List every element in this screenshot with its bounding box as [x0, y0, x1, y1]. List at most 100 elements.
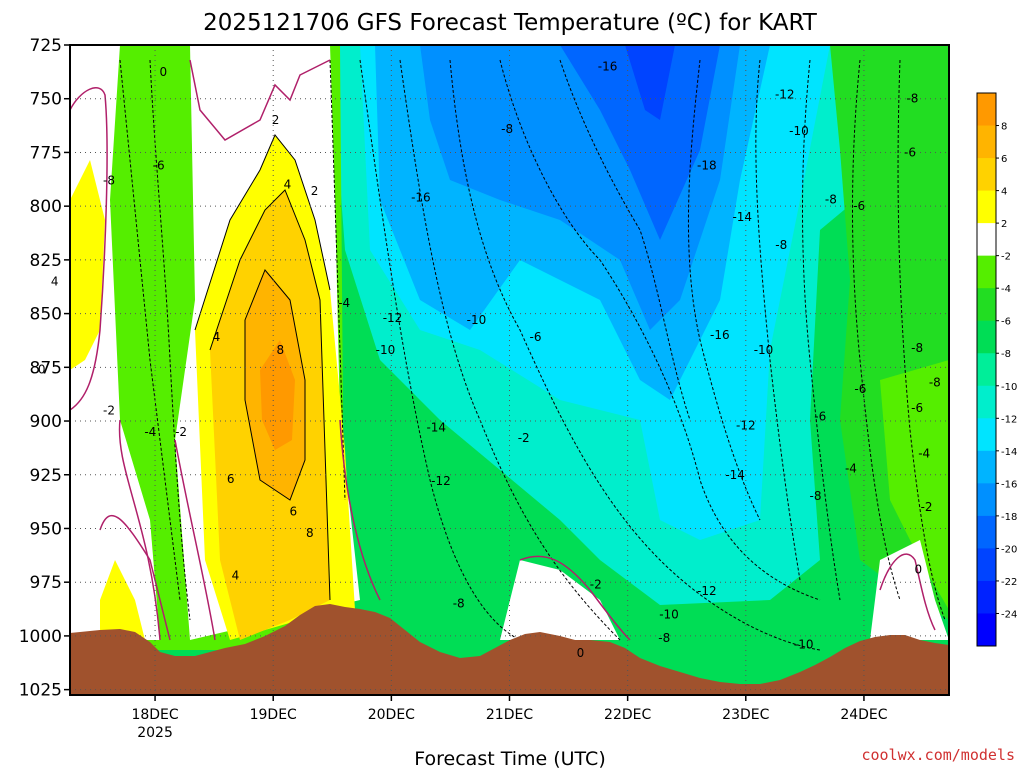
- contour-label: -4: [338, 296, 350, 310]
- x-tick-label: 20DEC: [368, 707, 415, 723]
- contour-label: 0: [38, 362, 46, 376]
- contour-label: -14: [725, 468, 745, 482]
- contour-label: -8: [501, 122, 513, 136]
- contour-label: -8: [810, 489, 822, 503]
- zero-contours: [70, 59, 936, 641]
- contour-label: -2: [921, 500, 933, 514]
- warm-yellow-sw: [100, 560, 145, 640]
- contour-label: 8: [306, 526, 314, 540]
- contour-label: -8: [453, 597, 465, 611]
- colorbar-label: 2: [1001, 219, 1007, 230]
- colorbar-label: -18: [1001, 512, 1017, 523]
- contour-label: 4: [284, 178, 292, 192]
- x-tick-label: 18DEC: [131, 707, 178, 723]
- contour-label: -12: [383, 311, 403, 325]
- contour-label: -8: [906, 92, 918, 106]
- contour-label: -2: [103, 403, 115, 417]
- colorbar-label: 8: [1001, 122, 1007, 133]
- colorbar-swatch: [977, 288, 996, 322]
- contour-label: -8: [911, 341, 923, 355]
- x-tick-label: 24DEC: [840, 707, 887, 723]
- contour-label: -8: [929, 375, 941, 389]
- colorbar-swatch: [977, 613, 996, 647]
- contour-label: -18: [697, 158, 717, 172]
- credit-text: coolwx.com/models: [861, 746, 1015, 764]
- contour-label: -12: [697, 584, 717, 598]
- contour-label: -10: [376, 343, 396, 357]
- x-tick-label: 22DEC: [604, 707, 651, 723]
- contour-label: -10: [659, 607, 679, 621]
- y-tick-label: 925: [30, 466, 62, 486]
- contour-label: -12: [736, 418, 756, 432]
- colorbar-label: -10: [1001, 382, 1017, 393]
- contour-labels: 024 2-6-840-2-4 -2486684-4-12-10-16-8-10-1…: [38, 59, 941, 660]
- colorbar-swatch: [977, 450, 996, 484]
- contour-label: -6: [911, 401, 923, 415]
- contour-label: -6: [853, 199, 865, 213]
- cold-region-5: [560, 45, 720, 240]
- grid-lines: [70, 44, 949, 695]
- y-tick-label: 1025: [19, 681, 62, 701]
- colorbar-swatch: [977, 190, 996, 224]
- colorbar-swatch: [977, 483, 996, 517]
- y-tick-label: 750: [30, 90, 62, 110]
- contour-label: -16: [411, 191, 431, 205]
- y-tick-label: 900: [30, 412, 62, 432]
- colorbar-swatch: [977, 353, 996, 387]
- contour-label: -12: [431, 474, 451, 488]
- colorbar-frame: [976, 92, 997, 647]
- colorbar-label: -14: [1001, 447, 1017, 458]
- colorbar-swatch: [977, 580, 996, 614]
- y-tick-label: 875: [30, 358, 62, 378]
- colorbar-swatch: [977, 418, 996, 452]
- contour-label: -4: [845, 461, 857, 475]
- colorbar-swatch: [977, 548, 996, 582]
- colorbar-label: -22: [1001, 577, 1017, 588]
- contour-label: -16: [710, 328, 730, 342]
- contour-label: 4: [51, 274, 59, 288]
- y-tick-label: 800: [30, 197, 62, 217]
- colorbar-swatch: [977, 125, 996, 159]
- contour-label: 4: [232, 569, 240, 583]
- contour-lines: [119, 59, 946, 651]
- mild-region-east-2: [880, 360, 949, 610]
- contour-label: -8: [825, 193, 837, 207]
- contour-label: -4: [918, 446, 930, 460]
- x-axis: 18DEC 2025 19DEC 20DEC 21DEC 22DEC 23DEC 24DEC: [131, 695, 888, 741]
- colorbar-swatch: [977, 255, 996, 289]
- plot-area: [70, 45, 949, 695]
- colorbar-label: -12: [1001, 414, 1017, 425]
- contour-label: -4: [144, 425, 156, 439]
- colorbar-label: -24: [1001, 609, 1017, 620]
- colorbar-label: -4: [1001, 284, 1011, 295]
- contour-label: -8: [658, 631, 670, 645]
- contour-label: 6: [289, 504, 297, 518]
- contour-label: -14: [426, 420, 446, 434]
- contour-label: -10: [794, 638, 814, 652]
- y-tick-label: 775: [30, 143, 62, 163]
- contour-label: -8: [103, 173, 115, 187]
- contour-label: 2: [272, 113, 280, 127]
- chart-title: 2025121706 GFS Forecast Temperature (ºC)…: [203, 10, 818, 36]
- colorbar-label: -2: [1001, 252, 1011, 263]
- contour-label: 2: [311, 184, 319, 198]
- contour-label: 0: [160, 65, 168, 79]
- warm-peak: [260, 340, 295, 450]
- contour-label: -6: [904, 145, 916, 159]
- colorbar-label: -6: [1001, 317, 1011, 328]
- y-axis: 725 750 775 800 825 850 875 900 925 950 975 1000 102…: [19, 36, 70, 701]
- contour-label: -6: [854, 382, 866, 396]
- x-axis-label: Forecast Time (UTC): [414, 748, 605, 768]
- colorbar-swatch: [977, 158, 996, 192]
- colorbar-label: -16: [1001, 479, 1017, 490]
- x-tick-label: 23DEC: [722, 707, 769, 723]
- colorbar-label: 4: [1001, 187, 1007, 198]
- x-tick-label: 19DEC: [250, 707, 297, 723]
- contour-label: 8: [276, 343, 284, 357]
- ground-surface: [70, 604, 949, 695]
- colorbar-label: 6: [1001, 154, 1007, 165]
- contour-label: 0: [577, 646, 585, 660]
- y-tick-label: 975: [30, 573, 62, 593]
- surface-layer: [70, 604, 949, 695]
